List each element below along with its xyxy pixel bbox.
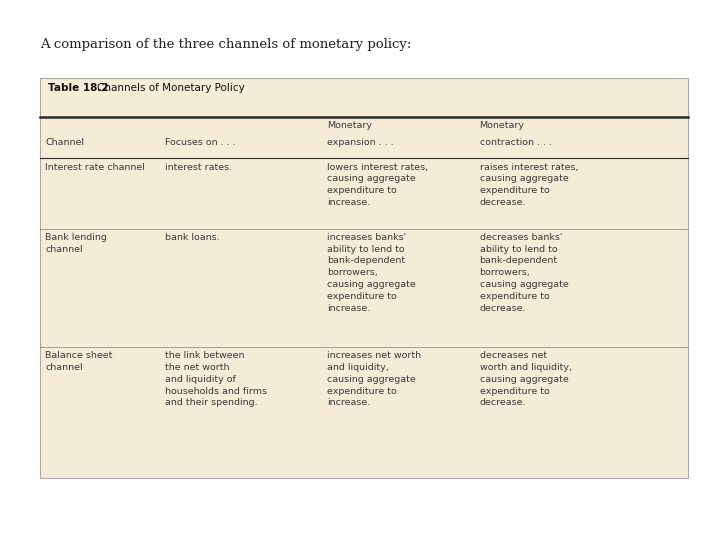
Text: A comparison of the three channels of monetary policy:: A comparison of the three channels of mo… bbox=[40, 38, 411, 51]
Text: the link between
the net worth
and liquidity of
households and firms
and their s: the link between the net worth and liqui… bbox=[165, 351, 267, 407]
Text: Table 18.2: Table 18.2 bbox=[48, 83, 109, 93]
Text: Bank lending
channel: Bank lending channel bbox=[45, 233, 107, 254]
Text: Interest rate channel: Interest rate channel bbox=[45, 163, 145, 172]
Text: raises interest rates,
causing aggregate
expenditure to
decrease.: raises interest rates, causing aggregate… bbox=[480, 163, 578, 207]
Text: decreases banks'
ability to lend to
bank-dependent
borrowers,
causing aggregate
: decreases banks' ability to lend to bank… bbox=[480, 233, 568, 313]
Text: expansion . . .: expansion . . . bbox=[327, 138, 394, 147]
Text: Balance sheet
channel: Balance sheet channel bbox=[45, 351, 113, 372]
Text: Focuses on . . .: Focuses on . . . bbox=[165, 138, 236, 147]
Text: contraction . . .: contraction . . . bbox=[480, 138, 552, 147]
Text: Monetary: Monetary bbox=[480, 122, 524, 131]
Text: increases net worth
and liquidity,
causing aggregate
expenditure to
increase.: increases net worth and liquidity, causi… bbox=[327, 351, 421, 407]
Text: bank loans.: bank loans. bbox=[165, 233, 220, 242]
Text: decreases net
worth and liquidity,
causing aggregate
expenditure to
decrease.: decreases net worth and liquidity, causi… bbox=[480, 351, 572, 407]
Text: Monetary: Monetary bbox=[327, 122, 372, 131]
Text: interest rates.: interest rates. bbox=[165, 163, 233, 172]
Text: Channel: Channel bbox=[45, 138, 84, 147]
Text: Channels of Monetary Policy: Channels of Monetary Policy bbox=[97, 83, 245, 93]
Text: lowers interest rates,
causing aggregate
expenditure to
increase.: lowers interest rates, causing aggregate… bbox=[327, 163, 428, 207]
Text: increases banks'
ability to lend to
bank-dependent
borrowers,
causing aggregate
: increases banks' ability to lend to bank… bbox=[327, 233, 416, 313]
FancyBboxPatch shape bbox=[40, 78, 688, 478]
